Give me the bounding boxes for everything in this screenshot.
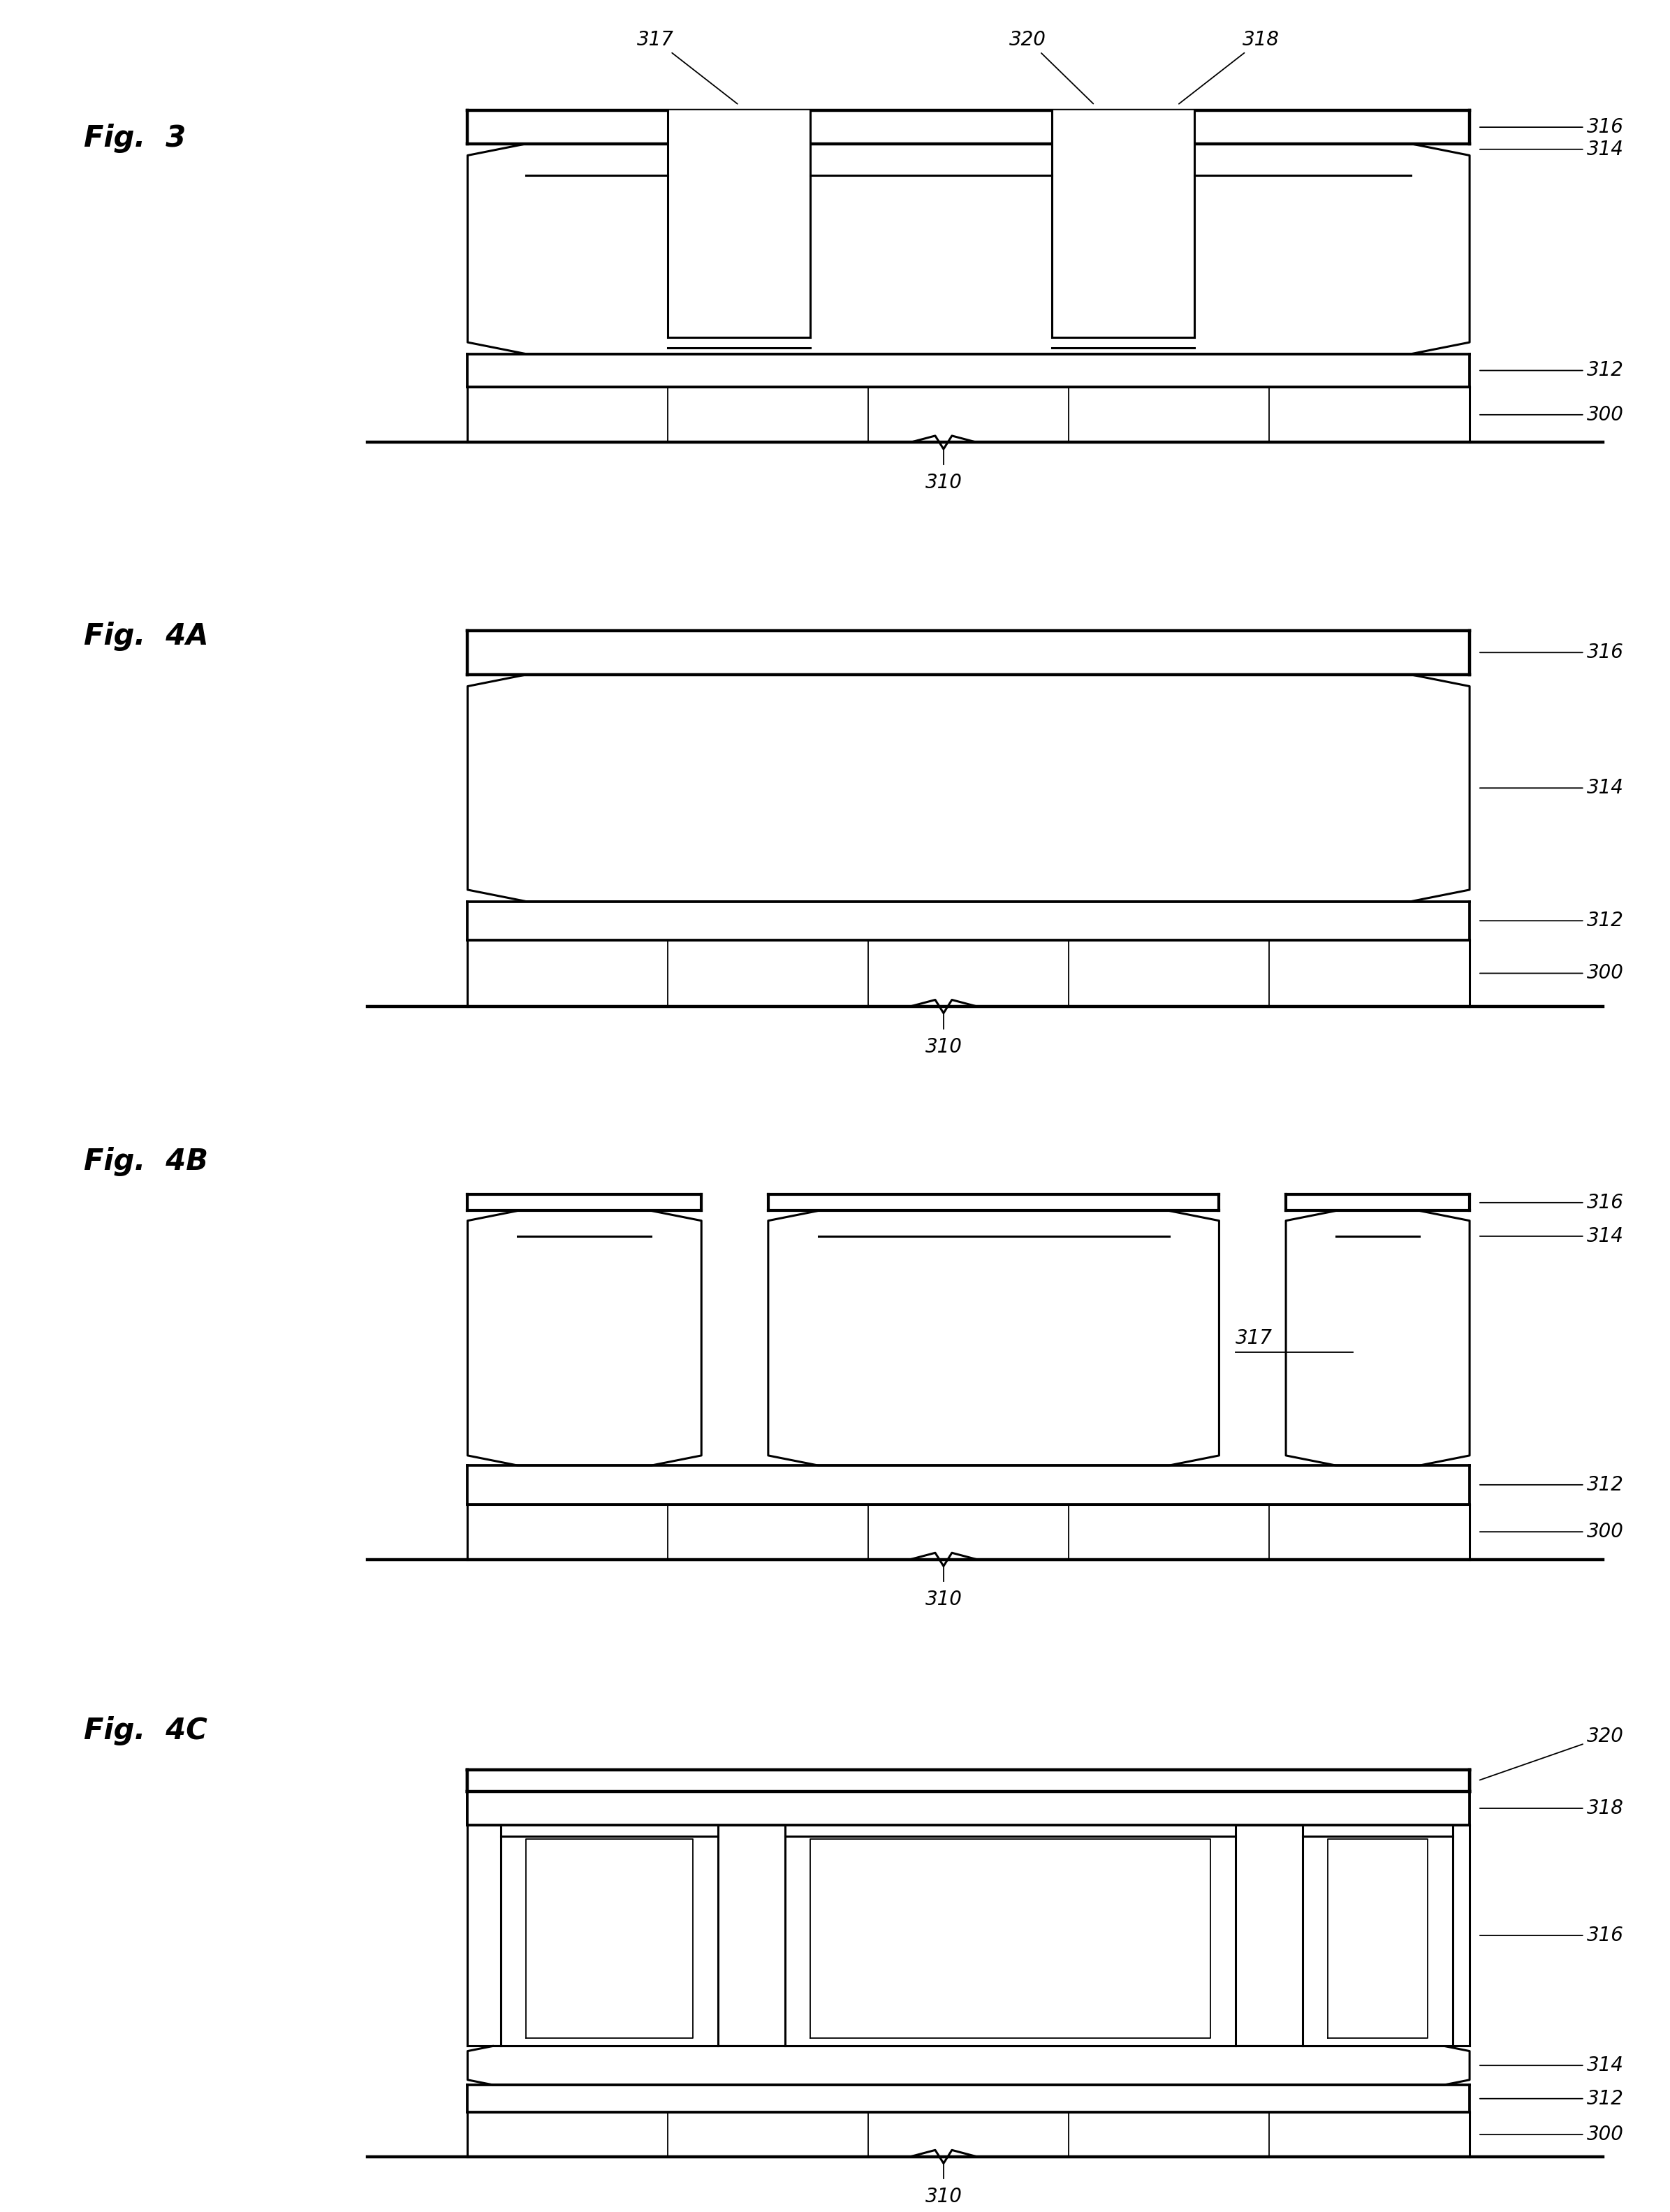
- Polygon shape: [785, 1825, 1236, 2046]
- Polygon shape: [1286, 1194, 1470, 1210]
- Polygon shape: [468, 111, 1470, 144]
- Polygon shape: [468, 1467, 1470, 1504]
- Text: 312: 312: [1480, 361, 1623, 380]
- Polygon shape: [468, 1792, 1470, 1825]
- Polygon shape: [468, 354, 1470, 387]
- Text: 312: 312: [1480, 911, 1623, 931]
- Text: 317: 317: [636, 31, 738, 104]
- Polygon shape: [1328, 1838, 1428, 2037]
- Polygon shape: [468, 1770, 1470, 1825]
- Text: 314: 314: [1480, 2055, 1623, 2075]
- Text: 300: 300: [1480, 405, 1623, 425]
- Text: 310: 310: [925, 2188, 962, 2208]
- Polygon shape: [1052, 111, 1194, 336]
- Polygon shape: [468, 1770, 1470, 1792]
- Text: 310: 310: [925, 1590, 962, 1610]
- Text: 317: 317: [1236, 1329, 1273, 1347]
- Polygon shape: [668, 111, 810, 336]
- Text: 312: 312: [1480, 1475, 1623, 1495]
- Polygon shape: [1303, 1825, 1453, 2046]
- Text: 320: 320: [1009, 31, 1094, 104]
- Polygon shape: [468, 387, 1470, 442]
- Text: Fig.  3: Fig. 3: [84, 124, 185, 153]
- Polygon shape: [468, 630, 1470, 675]
- Polygon shape: [468, 2046, 1470, 2084]
- Text: 316: 316: [1480, 1927, 1623, 1944]
- Polygon shape: [768, 1210, 1219, 1467]
- Text: 310: 310: [925, 1037, 962, 1057]
- Text: 314: 314: [1480, 1225, 1623, 1245]
- Polygon shape: [468, 144, 1470, 354]
- Text: 300: 300: [1480, 2126, 1623, 2143]
- Text: 318: 318: [1480, 1798, 1623, 1818]
- Text: 314: 314: [1480, 779, 1623, 799]
- Polygon shape: [468, 1825, 1470, 2046]
- Polygon shape: [526, 1838, 693, 2037]
- Polygon shape: [768, 1194, 1219, 1210]
- Polygon shape: [468, 902, 1470, 940]
- Polygon shape: [468, 675, 1470, 902]
- Text: 314: 314: [1480, 139, 1623, 159]
- Polygon shape: [468, 1770, 1470, 1792]
- Text: 316: 316: [1480, 117, 1623, 137]
- Polygon shape: [810, 1838, 1211, 2037]
- Polygon shape: [468, 2112, 1470, 2157]
- Polygon shape: [468, 2084, 1470, 2112]
- Text: Fig.  4C: Fig. 4C: [84, 1717, 207, 1745]
- Text: 300: 300: [1480, 964, 1623, 982]
- Text: 320: 320: [1480, 1728, 1623, 1781]
- Polygon shape: [468, 1210, 701, 1467]
- Polygon shape: [1286, 1210, 1470, 1467]
- Polygon shape: [468, 1194, 701, 1210]
- Text: Fig.  4A: Fig. 4A: [84, 622, 209, 650]
- Text: 310: 310: [925, 473, 962, 493]
- Polygon shape: [501, 1825, 718, 2046]
- Polygon shape: [468, 940, 1470, 1006]
- Text: 312: 312: [1480, 2088, 1623, 2108]
- Text: 316: 316: [1480, 644, 1623, 661]
- Text: Fig.  4B: Fig. 4B: [84, 1146, 207, 1177]
- Text: 300: 300: [1480, 1522, 1623, 1542]
- Text: 318: 318: [1179, 31, 1279, 104]
- Polygon shape: [468, 1792, 1470, 1825]
- Text: 316: 316: [1480, 1192, 1623, 1212]
- Polygon shape: [468, 1504, 1470, 1559]
